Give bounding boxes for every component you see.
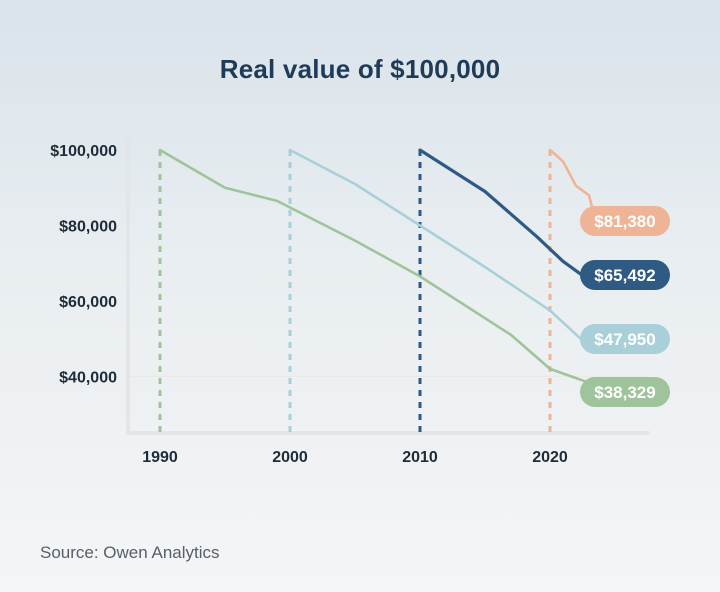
tick-labels-layer: $100,000 $80,000 $60,000 $40,000 1990 2000 201… [50, 143, 568, 466]
axis-layer [126, 138, 650, 435]
end-label-pill-2010 [580, 260, 670, 290]
end-label-pill-1990 [580, 377, 670, 407]
y-tick-label: $40,000 [59, 369, 117, 386]
end-label-2020: $81,380 [594, 212, 655, 231]
y-tick-label: $60,000 [59, 294, 117, 311]
end-labels-layer: $38,329 $47,950 $65,492 $81,380 [580, 206, 670, 407]
end-label-pill-2020 [580, 206, 670, 236]
chart-title: Real value of $100,000 [219, 54, 501, 84]
x-tick-label: 2010 [402, 449, 438, 466]
x-tick-label: 2000 [272, 449, 308, 466]
series-lines-layer [158, 148, 597, 384]
end-label-2000: $47,950 [594, 330, 655, 349]
end-label-pill-2000 [580, 324, 670, 354]
series-line-2010 [418, 148, 591, 282]
source-note: Source: Owen Analytics [40, 543, 220, 562]
series-line-2020 [548, 148, 597, 222]
end-label-2010: $65,492 [594, 266, 655, 285]
y-tick-label: $100,000 [50, 143, 117, 160]
x-tick-label: 1990 [142, 449, 178, 466]
series-line-2000 [288, 148, 591, 348]
end-label-1990: $38,329 [594, 383, 655, 402]
x-tick-label: 2020 [532, 449, 568, 466]
start-markers-layer [158, 150, 552, 437]
series-line-1990 [158, 148, 591, 384]
y-tick-label: $80,000 [59, 218, 117, 235]
